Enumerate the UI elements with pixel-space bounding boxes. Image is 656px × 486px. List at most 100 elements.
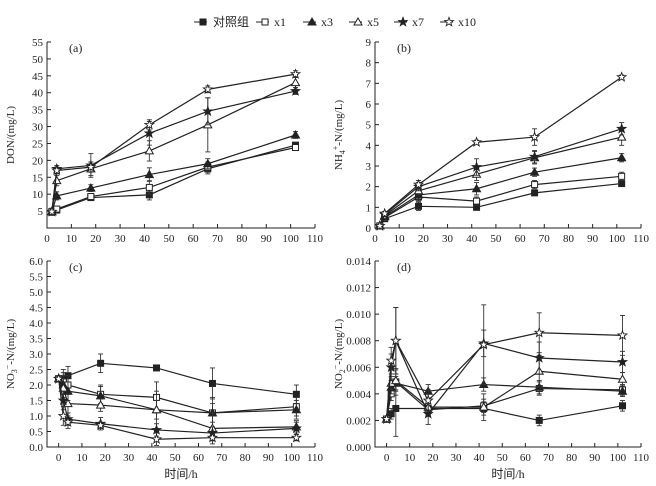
x-tick-label: 90 (587, 233, 599, 245)
legend-label: 对照组 (213, 15, 249, 29)
series (374, 122, 628, 231)
x-tick-label: 110 (307, 233, 324, 245)
data-point (531, 181, 539, 189)
y-tick-label: 4 (366, 140, 372, 152)
y-tick-label: 6.0 (29, 256, 43, 268)
x-tick-label: 110 (307, 452, 324, 464)
x-tick-label: 0 (56, 452, 62, 464)
legend-item: 对照组 (194, 15, 249, 29)
data-point (208, 379, 216, 387)
data-point (202, 83, 214, 95)
data-point (616, 152, 627, 162)
y-tick-label: 0.012 (346, 283, 371, 295)
data-point (422, 407, 434, 419)
data-point (53, 205, 61, 213)
y-tick-label: 30 (32, 122, 44, 134)
series-line (386, 405, 623, 422)
legend-item: x1 (256, 15, 286, 29)
x-tick-label: 100 (610, 452, 627, 464)
x-tick-label: 60 (188, 233, 200, 245)
y-tick-label: 5 (38, 206, 44, 218)
y-tick-label: 6 (366, 99, 372, 111)
data-point (471, 183, 482, 193)
y-tick-label: 0 (366, 223, 372, 235)
series-line (51, 73, 296, 212)
series (374, 71, 628, 231)
data-point (97, 359, 105, 367)
y-tick-label: 10 (32, 189, 44, 201)
x-tick-label: 40 (146, 452, 158, 464)
data-point (374, 220, 386, 231)
data-point (618, 180, 626, 188)
chart-panel: 0.0 0.5 1.0 1.5 2.0 2.5 3.0 3.5 4.0 4.5 5.0 5.5 6.0 0… (3, 256, 324, 481)
data-point (533, 326, 545, 338)
y-tick-label: 0.002 (346, 415, 371, 427)
x-tick-label: 30 (450, 452, 462, 464)
legend-marker (397, 16, 409, 27)
data-point (616, 71, 628, 82)
y-tick-label: 3.5 (29, 334, 43, 346)
panel-label: (a) (69, 41, 82, 55)
data-point (62, 416, 74, 427)
series (380, 307, 629, 425)
data-point (150, 433, 163, 445)
data-point (290, 77, 301, 87)
x-tick-label: 30 (115, 233, 127, 245)
data-point (57, 394, 69, 406)
y-tick-label: 0.004 (346, 389, 371, 401)
data-point (85, 161, 97, 172)
y-axis-label: NO2−-N/(mg/L) (331, 319, 347, 390)
data-point (392, 404, 400, 412)
x-tick-label: 10 (394, 233, 406, 245)
y-tick-label: 8 (366, 58, 372, 70)
x-tick-label: 70 (539, 233, 551, 245)
x-tick-label: 110 (633, 233, 650, 245)
y-tick-label: 9 (366, 37, 372, 49)
y-tick-label: 3.0 (29, 349, 43, 361)
data-point (478, 338, 490, 350)
data-point (289, 68, 302, 79)
x-tick-label: 60 (515, 233, 527, 245)
y-tick-label: 0.008 (346, 336, 371, 348)
data-point (470, 136, 483, 148)
legend: 对照组 x1 x3 x5 x7 x10 (194, 15, 476, 29)
x-tick-label: 50 (490, 233, 502, 245)
y-tick-label: 55 (32, 37, 44, 49)
data-point (151, 404, 162, 414)
data-point (289, 85, 302, 96)
y-tick-label: 0.014 (346, 256, 371, 268)
data-point (379, 207, 391, 219)
y-tick-label: 0.006 (346, 362, 371, 374)
data-point (533, 352, 545, 363)
x-tick-label: 0 (44, 233, 50, 245)
chart-panel: 5 10 15 20 25 30 35 40 45 50 55 0 10 20 30 40 50 60 70 80 90… (5, 37, 324, 245)
data-point (57, 410, 69, 421)
data-point (144, 145, 155, 155)
data-point (143, 118, 155, 130)
y-tick-label: 1 (366, 202, 372, 214)
axes (46, 42, 315, 229)
data-point (85, 183, 96, 192)
data-point (292, 144, 300, 152)
axes (374, 261, 641, 448)
x-tick-label: 40 (139, 233, 151, 245)
y-tick-label: 2 (366, 182, 372, 194)
data-point (387, 410, 395, 418)
x-tick-label: 60 (193, 452, 205, 464)
x-tick-label: 70 (212, 233, 224, 245)
legend-label: x7 (412, 15, 424, 29)
data-point (385, 354, 397, 366)
legend-marker (307, 16, 317, 26)
x-axis-label: 时间/h (164, 467, 197, 481)
data-point (478, 402, 489, 411)
legend-marker (199, 18, 207, 26)
x-tick-label: 80 (236, 233, 248, 245)
y-tick-label: 25 (32, 138, 44, 150)
x-tick-label: 50 (497, 452, 509, 464)
series (48, 144, 300, 216)
data-point (616, 132, 627, 141)
data-point (206, 431, 219, 443)
series (53, 373, 302, 429)
